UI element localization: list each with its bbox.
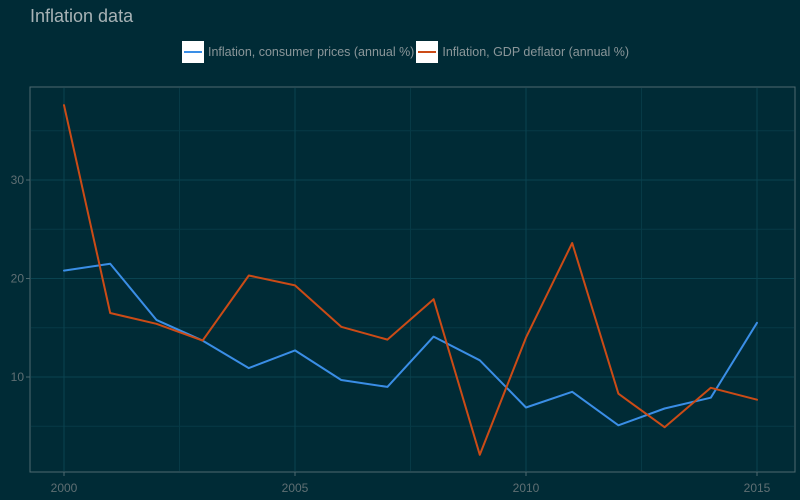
y-tick-label: 20	[11, 272, 25, 286]
legend-key-deflator	[416, 41, 439, 63]
legend-item-deflator: Inflation, GDP deflator (annual %)	[416, 41, 631, 63]
series-line-consumer-prices	[63, 262, 758, 427]
legend-label-deflator: Inflation, GDP deflator (annual %)	[442, 45, 630, 59]
x-tick-label: 2010	[513, 481, 540, 495]
series-line-gdp-deflator	[63, 104, 758, 456]
legend: Inflation, consumer prices (annual %) In…	[182, 41, 631, 63]
x-tick-label: 2015	[744, 481, 771, 495]
x-tick-label: 2000	[51, 481, 78, 495]
chart-title: Inflation data	[30, 6, 134, 26]
x-tick-label: 2005	[282, 481, 309, 495]
legend-key-cpi	[182, 41, 204, 63]
y-tick-label: 30	[11, 173, 25, 187]
legend-label-cpi: Inflation, consumer prices (annual %)	[208, 45, 415, 59]
plot-panel-border	[29, 86, 796, 473]
y-tick-label: 10	[11, 370, 25, 384]
legend-item-cpi: Inflation, consumer prices (annual %)	[182, 41, 416, 63]
